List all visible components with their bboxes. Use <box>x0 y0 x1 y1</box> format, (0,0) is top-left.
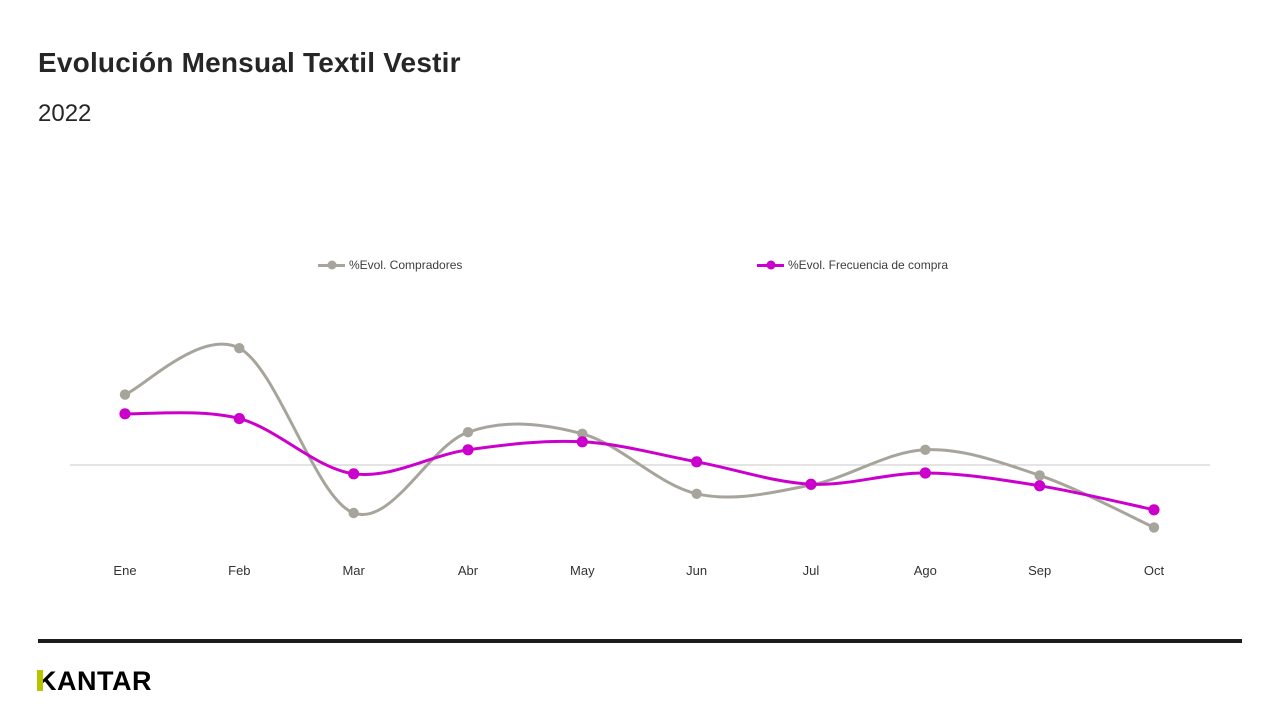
data-point <box>1148 522 1160 533</box>
data-point <box>462 427 474 438</box>
data-point <box>119 389 131 400</box>
chart-canvas: Ene Feb Mar Abr May Jun Jul Ago Sep Oct <box>70 342 1210 578</box>
legend-line-marker-icon <box>318 260 345 270</box>
x-axis-label: Oct <box>1144 563 1165 578</box>
x-axis-label: Mar <box>342 563 365 578</box>
legend-item-compradores: %Evol. Compradores <box>318 256 462 274</box>
data-point <box>1148 504 1160 516</box>
data-point <box>1034 480 1046 492</box>
data-point <box>1034 470 1045 481</box>
page-title: Evolución Mensual Textil Vestir <box>38 47 461 78</box>
footer-divider <box>38 639 1242 643</box>
legend-dot-icon <box>327 260 336 270</box>
legend-line-marker-icon <box>757 260 784 270</box>
x-axis-label: Ene <box>113 563 136 578</box>
x-axis-label: Feb <box>228 563 250 578</box>
series-line-1 <box>123 411 1156 512</box>
x-axis-label: Ago <box>914 563 937 578</box>
legend-label: %Evol. Frecuencia de compra <box>788 258 949 272</box>
data-point <box>462 444 474 456</box>
data-point <box>691 456 703 468</box>
data-point <box>348 468 360 480</box>
page-subtitle: 2022 <box>38 100 92 127</box>
line-chart: Ene Feb Mar Abr May Jun Jul Ago Sep Oct <box>0 300 1280 600</box>
x-axis-label: Jun <box>686 563 707 578</box>
data-point <box>234 343 245 354</box>
kantar-logo-accent-icon <box>37 670 43 691</box>
kantar-logo: KANTAR <box>37 666 152 696</box>
chart-legend: %Evol. Compradores %Evol. Frecuencia de … <box>0 256 1280 276</box>
legend-dot-icon <box>766 260 775 270</box>
x-axis-label: Abr <box>458 563 479 578</box>
data-point <box>576 436 588 448</box>
data-point <box>919 467 931 479</box>
legend-item-frecuencia: %Evol. Frecuencia de compra <box>757 256 948 274</box>
x-axis-label: May <box>570 563 595 578</box>
x-axis-label: Sep <box>1028 563 1051 578</box>
data-point <box>691 488 702 499</box>
x-axis-label: Jul <box>803 563 820 578</box>
legend-label: %Evol. Compradores <box>349 258 463 272</box>
data-point <box>119 408 131 420</box>
data-point <box>805 478 817 490</box>
data-point <box>920 444 931 455</box>
data-point <box>348 507 359 519</box>
data-point <box>233 413 245 425</box>
data-point <box>577 428 588 439</box>
